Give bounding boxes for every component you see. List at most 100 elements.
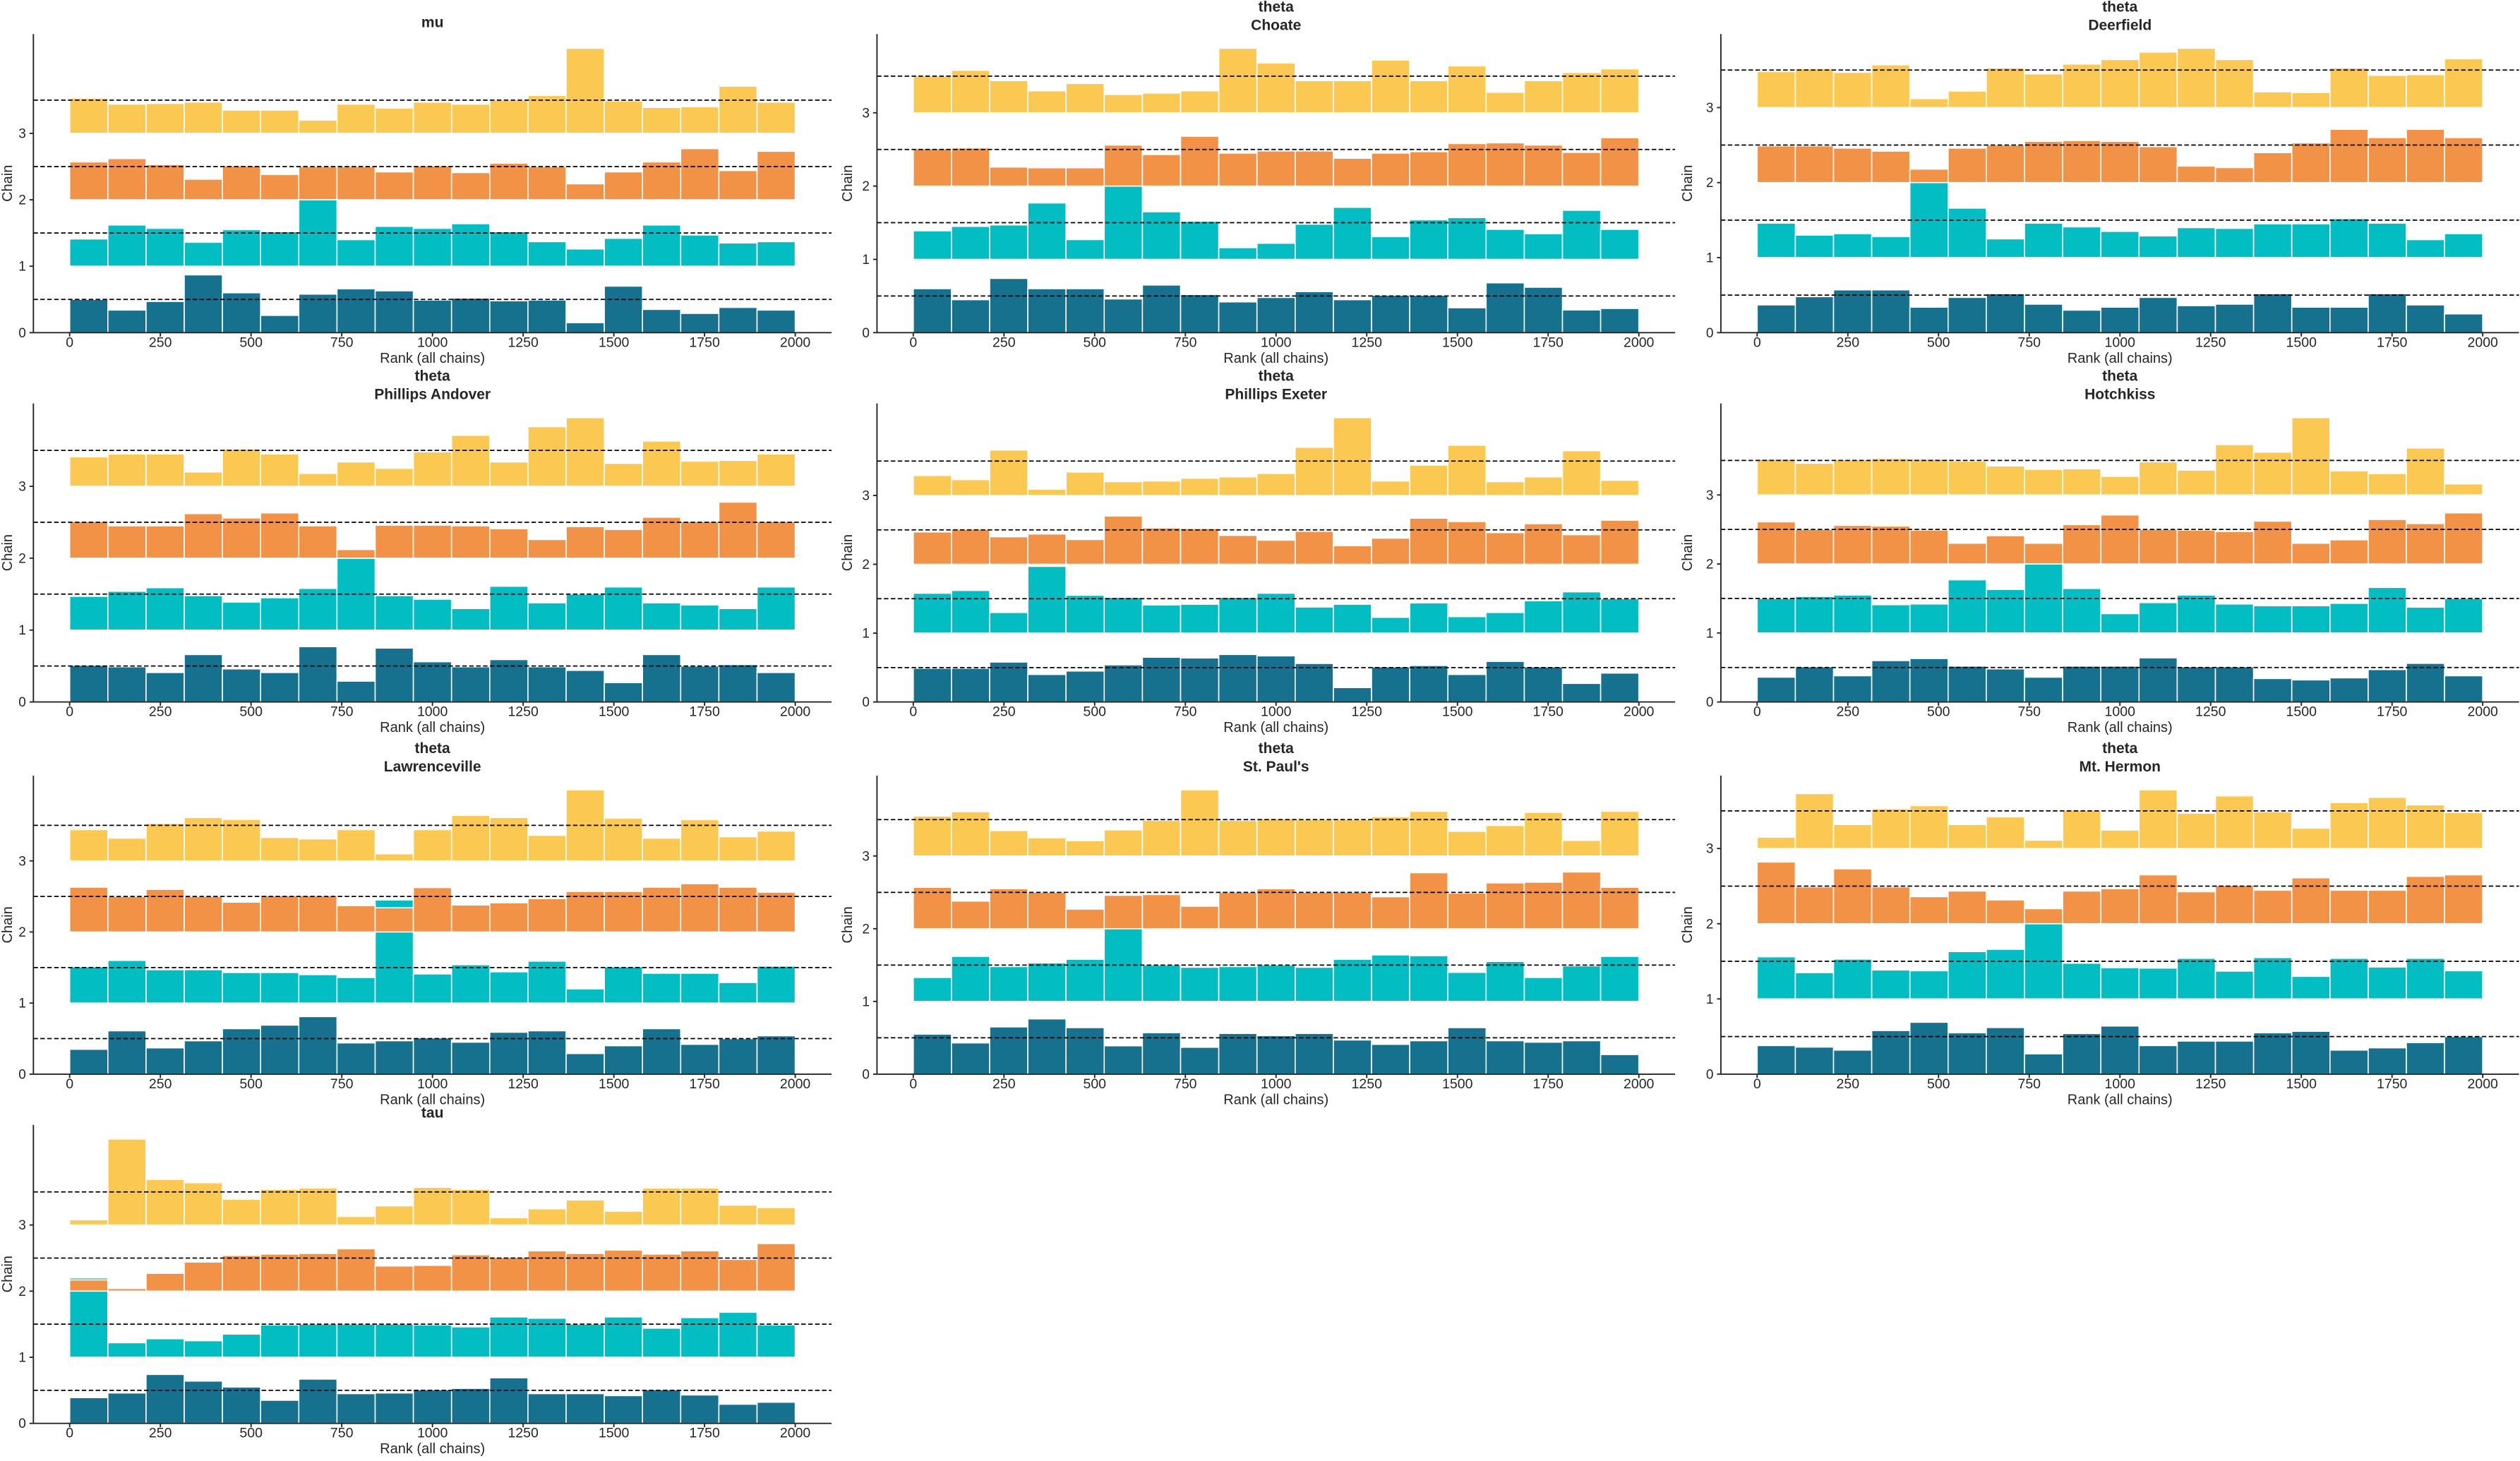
svg-text:2000: 2000 (1624, 704, 1655, 720)
svg-text:1000: 1000 (2105, 1076, 2136, 1092)
svg-text:2000: 2000 (780, 1426, 811, 1441)
svg-text:Chain: Chain (0, 534, 16, 571)
svg-text:500: 500 (239, 704, 263, 720)
svg-text:750: 750 (330, 335, 354, 350)
svg-text:1500: 1500 (2286, 335, 2317, 350)
svg-text:0: 0 (1706, 1067, 1714, 1082)
svg-text:Hotchkiss: Hotchkiss (2084, 387, 2155, 403)
svg-text:1: 1 (1706, 251, 1714, 266)
svg-text:0: 0 (18, 1417, 26, 1431)
svg-text:Deerfield: Deerfield (2088, 17, 2152, 33)
svg-text:2: 2 (1706, 176, 1714, 191)
svg-text:1000: 1000 (1261, 335, 1292, 350)
svg-text:1250: 1250 (2195, 335, 2226, 350)
svg-text:theta: theta (1259, 0, 1294, 15)
svg-text:250: 250 (1837, 1076, 1860, 1092)
svg-text:0: 0 (909, 704, 917, 720)
svg-text:750: 750 (2017, 1076, 2041, 1092)
svg-text:1: 1 (18, 1351, 26, 1366)
svg-text:1000: 1000 (417, 1076, 448, 1092)
svg-text:0: 0 (909, 335, 917, 350)
svg-text:1500: 1500 (1442, 1076, 1473, 1092)
svg-text:500: 500 (1927, 335, 1950, 350)
svg-text:1500: 1500 (1442, 335, 1473, 350)
svg-text:1000: 1000 (2105, 335, 2136, 350)
svg-text:1500: 1500 (1442, 704, 1473, 720)
svg-text:mu: mu (421, 14, 444, 30)
svg-text:0: 0 (1753, 1076, 1761, 1092)
svg-text:1000: 1000 (1261, 704, 1292, 720)
svg-text:0: 0 (1706, 326, 1714, 341)
svg-text:Chain: Chain (1680, 906, 1696, 943)
svg-text:250: 250 (149, 704, 172, 720)
svg-text:1750: 1750 (1533, 1076, 1564, 1092)
svg-text:Chain: Chain (1680, 165, 1696, 202)
svg-text:1500: 1500 (599, 1076, 630, 1092)
svg-text:0: 0 (66, 335, 73, 350)
svg-text:2000: 2000 (2468, 1076, 2499, 1092)
svg-text:1250: 1250 (1352, 704, 1383, 720)
svg-text:750: 750 (1174, 335, 1197, 350)
svg-text:3: 3 (1706, 842, 1714, 857)
svg-text:Rank (all chains): Rank (all chains) (2068, 720, 2173, 735)
svg-text:0: 0 (909, 1076, 917, 1092)
svg-text:250: 250 (149, 335, 172, 350)
svg-text:3: 3 (1706, 101, 1714, 116)
svg-text:Rank (all chains): Rank (all chains) (380, 1441, 485, 1457)
svg-text:0: 0 (862, 695, 870, 710)
svg-text:Rank (all chains): Rank (all chains) (2068, 1092, 2173, 1107)
svg-text:theta: theta (415, 368, 450, 385)
svg-text:250: 250 (1837, 704, 1860, 720)
svg-text:0: 0 (18, 1067, 26, 1082)
svg-text:1000: 1000 (417, 1426, 448, 1441)
svg-text:1000: 1000 (1261, 1076, 1292, 1092)
svg-text:tau: tau (421, 1105, 444, 1122)
svg-text:Rank (all chains): Rank (all chains) (1223, 1092, 1328, 1107)
svg-text:2000: 2000 (780, 704, 811, 720)
svg-text:Chain: Chain (0, 906, 16, 943)
svg-text:3: 3 (18, 126, 26, 141)
svg-text:1750: 1750 (1533, 335, 1564, 350)
svg-text:750: 750 (1174, 704, 1197, 720)
svg-text:2000: 2000 (2468, 335, 2499, 350)
svg-text:500: 500 (1083, 1076, 1106, 1092)
svg-text:1750: 1750 (2377, 335, 2408, 350)
svg-text:2000: 2000 (780, 335, 811, 350)
svg-text:0: 0 (18, 326, 26, 341)
svg-text:3: 3 (18, 480, 26, 495)
svg-text:1250: 1250 (1352, 1076, 1383, 1092)
svg-text:1000: 1000 (417, 704, 448, 720)
svg-text:1750: 1750 (2377, 1076, 2408, 1092)
svg-text:0: 0 (1753, 704, 1761, 720)
svg-text:250: 250 (992, 335, 1016, 350)
svg-text:1250: 1250 (508, 704, 539, 720)
svg-text:1500: 1500 (2286, 704, 2317, 720)
svg-text:1750: 1750 (689, 335, 720, 350)
svg-text:1: 1 (1706, 992, 1714, 1007)
svg-text:0: 0 (1753, 335, 1761, 350)
svg-text:1500: 1500 (2286, 1076, 2317, 1092)
svg-text:500: 500 (1083, 704, 1106, 720)
svg-text:500: 500 (1927, 704, 1950, 720)
svg-text:Rank (all chains): Rank (all chains) (1223, 720, 1328, 735)
svg-text:Mt. Hermon: Mt. Hermon (2080, 759, 2161, 775)
svg-text:250: 250 (992, 1076, 1016, 1092)
svg-text:750: 750 (2017, 335, 2041, 350)
svg-text:1000: 1000 (2105, 704, 2136, 720)
svg-text:500: 500 (239, 335, 263, 350)
svg-text:250: 250 (149, 1076, 172, 1092)
svg-text:2: 2 (862, 922, 870, 937)
svg-text:2000: 2000 (780, 1076, 811, 1092)
svg-text:2: 2 (862, 558, 870, 572)
svg-text:3: 3 (862, 488, 870, 503)
svg-text:3: 3 (862, 849, 870, 864)
svg-text:1250: 1250 (508, 335, 539, 350)
svg-text:1: 1 (1706, 626, 1714, 641)
svg-text:2000: 2000 (1624, 335, 1655, 350)
svg-text:Chain: Chain (840, 906, 856, 943)
svg-text:1: 1 (18, 997, 26, 1011)
svg-text:1250: 1250 (508, 1426, 539, 1441)
svg-text:0: 0 (1706, 695, 1714, 710)
svg-text:750: 750 (330, 1426, 354, 1441)
svg-text:Rank (all chains): Rank (all chains) (2068, 351, 2173, 366)
